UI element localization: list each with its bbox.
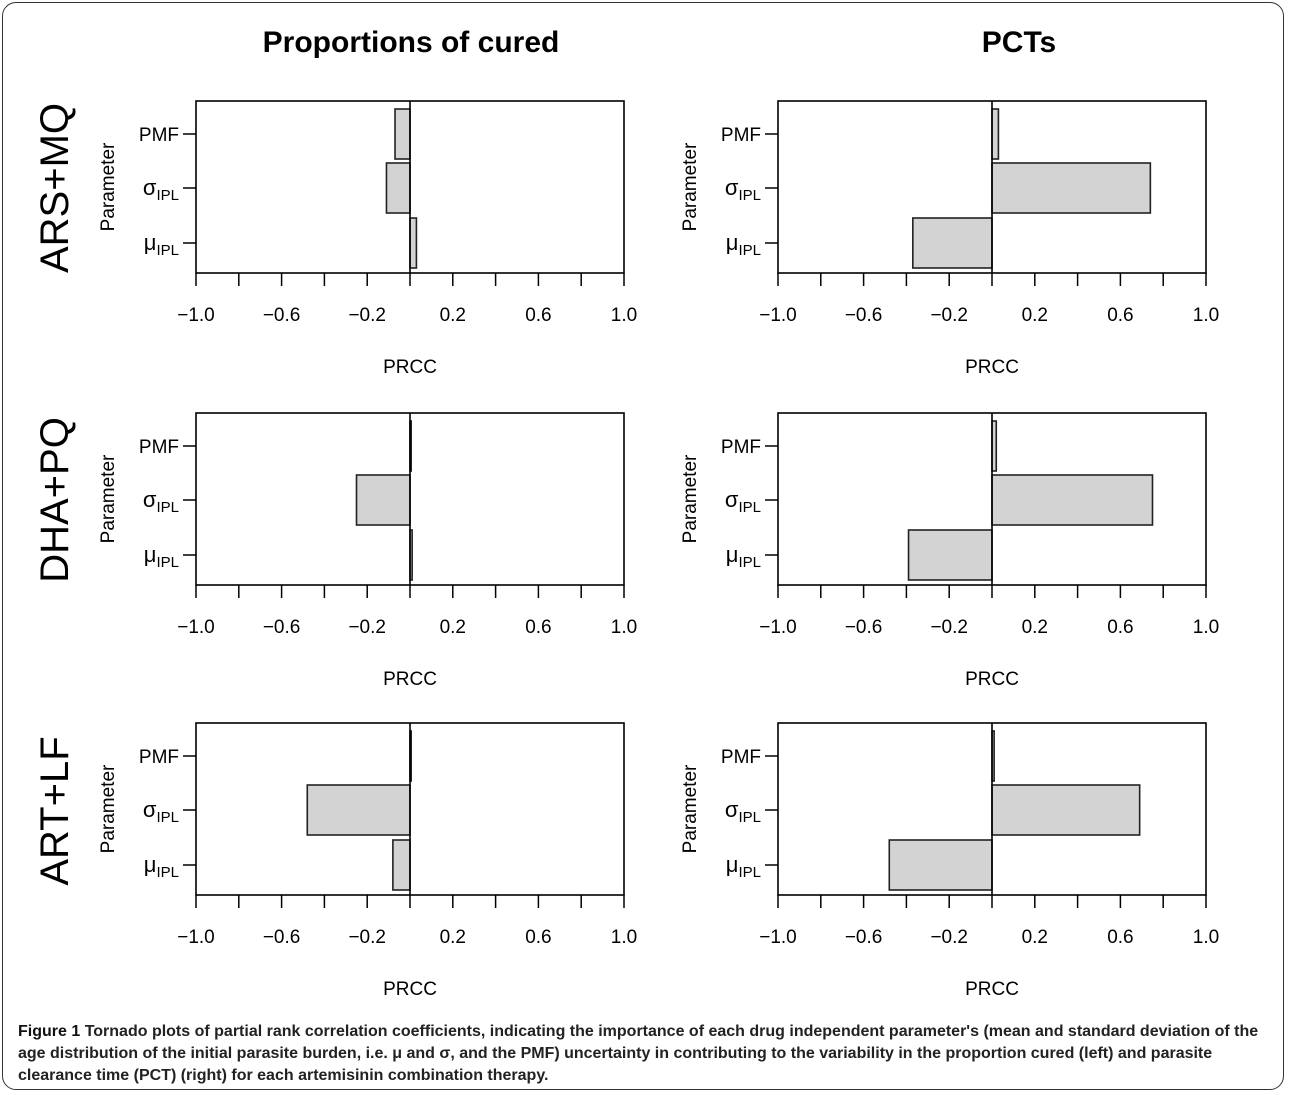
y-axis-title: Parameter (680, 764, 701, 853)
x-axis-title: PRCC (383, 669, 437, 690)
bar-3 (409, 217, 418, 269)
category-label-3: μIPL (726, 230, 761, 259)
bar-3 (392, 839, 411, 891)
x-tick-label: 1.0 (611, 927, 637, 948)
x-tick-label: 0.6 (525, 927, 551, 948)
x-tick-label: −1.0 (759, 927, 797, 948)
bar-3 (888, 839, 993, 891)
x-tick-label: 0.2 (440, 617, 466, 638)
panel-3: PMF σIPL μIPL Parameter −1.0 −0.6 −0.2 0.2 0.6 1.… (98, 412, 637, 690)
x-tick-label: 1.0 (611, 305, 637, 326)
x-tick-label: 1.0 (1193, 617, 1219, 638)
bar-2 (355, 474, 411, 526)
panel-6: PMF σIPL μIPL Parameter −1.0 −0.6 −0.2 0.2 0.6 1.… (680, 722, 1219, 1000)
category-label-2: σIPL (725, 487, 761, 516)
x-tick-label: −0.2 (930, 927, 968, 948)
y-axis-title: Parameter (680, 454, 701, 543)
bar-2 (991, 162, 1152, 214)
y-axis-title: Parameter (98, 454, 119, 543)
x-tick-label: 0.2 (1022, 927, 1048, 948)
y-axis-title: Parameter (98, 142, 119, 231)
bar-3 (912, 217, 993, 269)
x-tick-label: −1.0 (177, 305, 215, 326)
caption-figure-label: Figure 1 (18, 1023, 81, 1040)
category-label-1: PMF (721, 437, 761, 458)
x-tick-label: 1.0 (1193, 305, 1219, 326)
panel-5: PMF σIPL μIPL Parameter −1.0 −0.6 −0.2 0.2 0.6 1.… (98, 722, 637, 1000)
x-tick-label: −0.6 (263, 617, 301, 638)
x-tick-label: −0.2 (930, 617, 968, 638)
column-title-proportions-cured: Proportions of cured (263, 26, 560, 59)
panel-4: PMF σIPL μIPL Parameter −1.0 −0.6 −0.2 0.2 0.6 1.… (680, 412, 1219, 690)
row-title-dha-pq: DHA+PQ (33, 417, 77, 583)
category-label-3: μIPL (726, 852, 761, 881)
x-tick-label: −0.2 (348, 617, 386, 638)
x-tick-label: 0.6 (525, 305, 551, 326)
x-tick-label: −0.6 (845, 305, 883, 326)
x-axis-title: PRCC (965, 979, 1019, 1000)
category-label-1: PMF (721, 125, 761, 146)
panel-2: PMF σIPL μIPL Parameter −1.0 −0.6 −0.2 0.2 0.6 1.… (680, 100, 1219, 378)
x-tick-label: 0.6 (1107, 617, 1133, 638)
x-tick-label: −1.0 (177, 927, 215, 948)
category-label-3: μIPL (726, 542, 761, 571)
category-label-2: σIPL (143, 797, 179, 826)
x-tick-label: 0.2 (1022, 617, 1048, 638)
x-tick-label: −0.6 (263, 305, 301, 326)
x-tick-label: −0.2 (348, 305, 386, 326)
bar-1 (991, 108, 1000, 160)
column-title-pcts: PCTs (982, 26, 1056, 59)
bar-2 (991, 784, 1141, 836)
x-tick-label: 0.2 (1022, 305, 1048, 326)
panels-group: PMF σIPL μIPL Parameter −1.0 −0.6 −0.2 0.2 0.6 1.… (98, 100, 1219, 1000)
x-tick-label: 1.0 (611, 617, 637, 638)
x-tick-label: 0.2 (440, 927, 466, 948)
category-label-1: PMF (721, 747, 761, 768)
bar-1 (394, 108, 411, 160)
x-tick-label: −0.2 (930, 305, 968, 326)
bar-3 (907, 529, 993, 581)
x-tick-label: 0.6 (525, 617, 551, 638)
category-label-2: σIPL (143, 175, 179, 204)
x-axis-title: PRCC (383, 979, 437, 1000)
x-axis-title: PRCC (965, 669, 1019, 690)
x-tick-label: 1.0 (1193, 927, 1219, 948)
bar-2 (306, 784, 411, 836)
category-label-1: PMF (139, 747, 179, 768)
x-tick-label: −1.0 (177, 617, 215, 638)
tornado-plots-grid: Proportions of cured PCTs ARS+MQ DHA+PQ … (33, 26, 1219, 1000)
bar-2 (385, 162, 411, 214)
y-axis-title: Parameter (680, 142, 701, 231)
x-tick-label: −0.6 (845, 617, 883, 638)
category-label-1: PMF (139, 125, 179, 146)
category-label-3: μIPL (144, 230, 179, 259)
x-tick-label: 0.6 (1107, 927, 1133, 948)
figure-caption: Figure 1 Tornado plots of partial rank c… (18, 1021, 1268, 1087)
x-tick-label: 0.2 (440, 305, 466, 326)
y-axis-title: Parameter (98, 764, 119, 853)
x-tick-label: 0.6 (1107, 305, 1133, 326)
bar-2 (991, 474, 1154, 526)
x-tick-label: −1.0 (759, 617, 797, 638)
category-label-2: σIPL (725, 797, 761, 826)
x-axis-title: PRCC (965, 357, 1019, 378)
panel-1: PMF σIPL μIPL Parameter −1.0 −0.6 −0.2 0.2 0.6 1.… (98, 100, 637, 378)
category-label-3: μIPL (144, 542, 179, 571)
caption-text: Tornado plots of partial rank correlatio… (18, 1023, 1259, 1084)
x-axis-title: PRCC (383, 357, 437, 378)
category-label-2: σIPL (143, 487, 179, 516)
x-tick-label: −0.2 (348, 927, 386, 948)
category-label-2: σIPL (725, 175, 761, 204)
x-tick-label: −0.6 (263, 927, 301, 948)
row-title-art-lf: ART+LF (33, 736, 77, 885)
row-title-ars-mq: ARS+MQ (33, 103, 77, 273)
category-label-1: PMF (139, 437, 179, 458)
x-tick-label: −1.0 (759, 305, 797, 326)
category-label-3: μIPL (144, 852, 179, 881)
x-tick-label: −0.6 (845, 927, 883, 948)
